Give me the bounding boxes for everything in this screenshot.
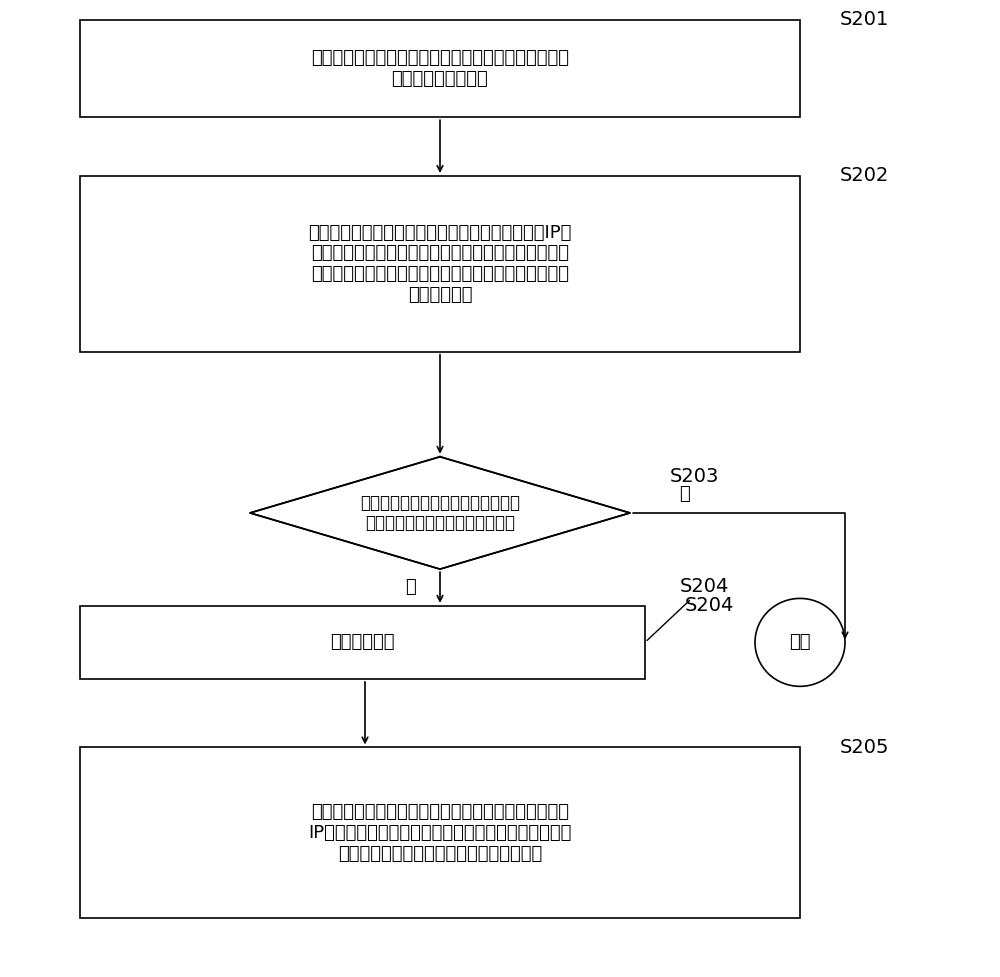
Text: 所述服务端在数据库中查找是否存在当前主机设备IP，
并根据查找结果判断当前主机设备原状态的合法性、是
否为新接入主机设备，以及根据判断结果对所述原状态
进行相应: 所述服务端在数据库中查找是否存在当前主机设备IP， 并根据查找结果判断当前主机设…: [308, 224, 572, 304]
Text: 生成告警信息: 生成告警信息: [330, 633, 395, 652]
Text: 结束: 结束: [789, 633, 811, 652]
Text: S202: S202: [840, 166, 889, 185]
Text: S205: S205: [840, 738, 890, 756]
Circle shape: [755, 598, 845, 686]
Text: 否: 否: [680, 486, 690, 503]
Polygon shape: [250, 457, 630, 569]
Text: S201: S201: [840, 10, 889, 28]
Text: 所述服务端判断接收的所述主机设备
消息中是否存在非法接入设备信息: 所述服务端判断接收的所述主机设备 消息中是否存在非法接入设备信息: [360, 493, 520, 532]
FancyBboxPatch shape: [80, 606, 645, 679]
FancyBboxPatch shape: [80, 20, 800, 117]
FancyBboxPatch shape: [80, 747, 800, 918]
Text: 服务端不断接收主机设备消息，并根据是否收到消息判
断主机设备是否在线: 服务端不断接收主机设备消息，并根据是否收到消息判 断主机设备是否在线: [311, 49, 569, 88]
Text: 所述服务端在数据库中查找是否存在所述非法接入设备
IP、其原状态是否合法以及是否有其他主机设备上报，
并根据查找结果判断是否发出所述告警信息: 所述服务端在数据库中查找是否存在所述非法接入设备 IP、其原状态是否合法以及是否…: [308, 803, 572, 863]
Text: S204: S204: [685, 596, 734, 615]
Text: S203: S203: [670, 467, 719, 486]
FancyBboxPatch shape: [80, 176, 800, 352]
Text: 是: 是: [405, 578, 415, 596]
Text: S204: S204: [647, 576, 729, 641]
